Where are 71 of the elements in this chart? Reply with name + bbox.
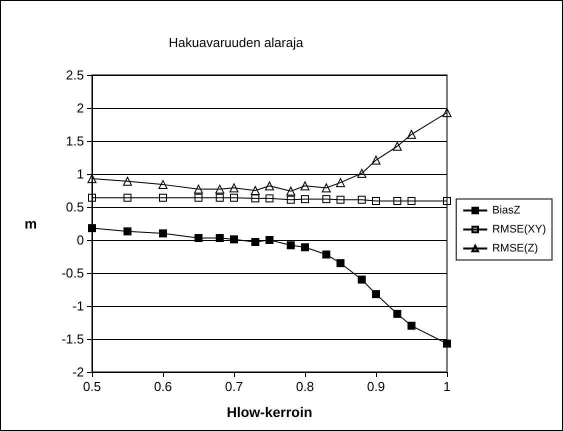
chart-title: Hakuavaruuden alaraja: [168, 35, 304, 50]
point: [88, 224, 96, 232]
point: [230, 194, 238, 202]
point: [301, 243, 309, 252]
point: [408, 322, 416, 330]
y-tick-label: 1: [76, 166, 84, 182]
y-tick-label: 2.5: [66, 68, 84, 82]
legend-label: RMSE(XY): [492, 224, 546, 236]
point: [358, 276, 366, 284]
point: [372, 197, 380, 206]
x-tick-label: 0.7: [224, 379, 244, 394]
legend-label: BiasZ: [492, 204, 521, 216]
legend-label: RMSE(Z): [492, 242, 538, 254]
point: [336, 259, 344, 268]
y-tick-label: 1.5: [66, 134, 84, 148]
point: [123, 176, 132, 186]
point: [408, 197, 416, 206]
point: [251, 194, 260, 202]
point: [194, 184, 203, 194]
y-tick-label: 2: [76, 100, 84, 116]
point: [443, 340, 451, 348]
point: [442, 108, 452, 118]
x-tick-label: 0.6: [154, 379, 172, 394]
point: [392, 142, 402, 151]
point: [286, 196, 295, 204]
point: [124, 227, 132, 236]
point: [336, 196, 344, 204]
point: [301, 195, 309, 204]
point: [286, 186, 296, 196]
point: [158, 180, 168, 190]
point: [251, 238, 260, 246]
point: [194, 194, 202, 202]
point: [358, 196, 366, 204]
x-tick-label: 0.9: [366, 379, 386, 394]
point: [265, 181, 274, 190]
x-tick-label: 1: [443, 379, 451, 394]
point: [216, 234, 224, 242]
point: [124, 194, 132, 202]
y-tick-label: -1: [72, 298, 84, 314]
x-tick-label: 0.8: [296, 379, 314, 394]
y-tick-label: 0.5: [66, 200, 84, 214]
point: [230, 183, 238, 192]
point: [194, 234, 202, 242]
y-tick-label: -2: [72, 364, 84, 380]
point: [286, 241, 295, 250]
x-axis-title: Hlow-kerroin: [226, 404, 312, 420]
point: [250, 186, 260, 195]
point: [216, 194, 224, 202]
point: [322, 195, 330, 204]
point: [322, 183, 331, 192]
y-tick-label: -0.5: [62, 266, 84, 280]
point: [266, 236, 274, 244]
point: [357, 168, 366, 178]
point: [215, 184, 224, 194]
point: [159, 194, 167, 202]
point: [266, 194, 274, 202]
point: [443, 197, 451, 206]
y-axis-title: m: [24, 216, 37, 232]
y-tick-label: -1.5: [62, 332, 84, 346]
point: [159, 229, 167, 238]
y-tick-label: 0: [76, 232, 84, 248]
point: [372, 290, 380, 298]
point: [322, 250, 330, 259]
point: [393, 310, 402, 318]
point: [300, 181, 310, 190]
point: [336, 178, 345, 188]
point: [88, 194, 96, 202]
point: [230, 235, 238, 244]
point: [393, 197, 402, 206]
point: [372, 156, 380, 165]
point: [407, 130, 416, 139]
